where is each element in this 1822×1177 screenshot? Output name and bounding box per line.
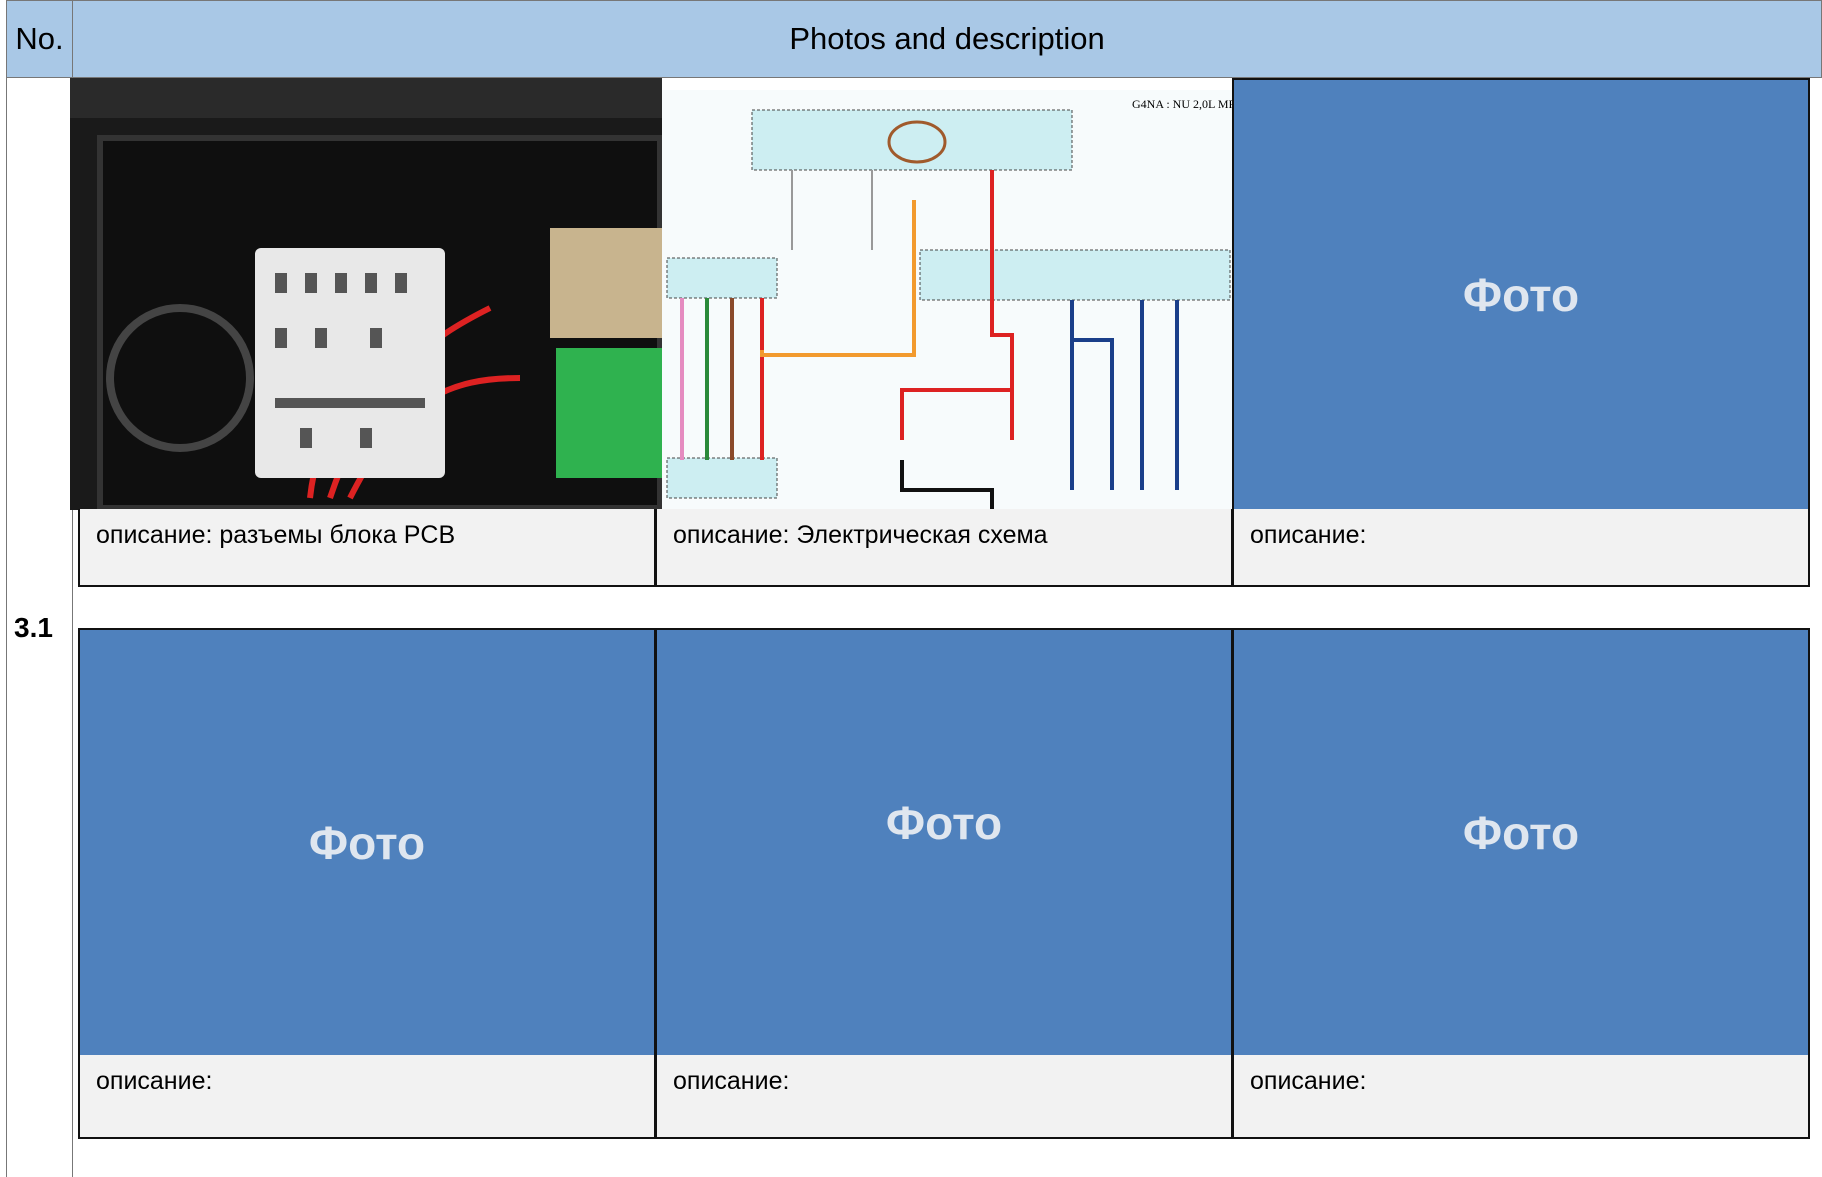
header-no: No. [6, 0, 73, 78]
photo-connectors [70, 78, 662, 510]
header-photos: Photos and description [72, 0, 1822, 78]
photo-placeholder: Фото [655, 628, 1233, 1057]
description: описание: разъемы блока PCB [78, 509, 656, 587]
photo-placeholder: Фото [1232, 78, 1810, 511]
photo-placeholder: Фото [78, 628, 656, 1057]
description: описание: [655, 1055, 1233, 1139]
description: описание: [1232, 509, 1810, 587]
photo-label: Фото [885, 796, 1003, 849]
description: описание: [78, 1055, 656, 1139]
photo-label: Фото [308, 816, 426, 869]
no-column [6, 78, 73, 1177]
photo-label: Фото [1462, 268, 1580, 321]
description: описание: Электрическая схема [655, 509, 1233, 587]
row-number: 3.1 [14, 612, 53, 643]
photo-label: Фото [1462, 806, 1580, 859]
wiring-diagram: G4NA : NU 2,0L MPI [662, 90, 1238, 510]
description: описание: [1232, 1055, 1810, 1139]
diagram-label: G4NA : NU 2,0L MPI [1132, 97, 1238, 111]
photo-placeholder: Фото [1232, 628, 1810, 1057]
